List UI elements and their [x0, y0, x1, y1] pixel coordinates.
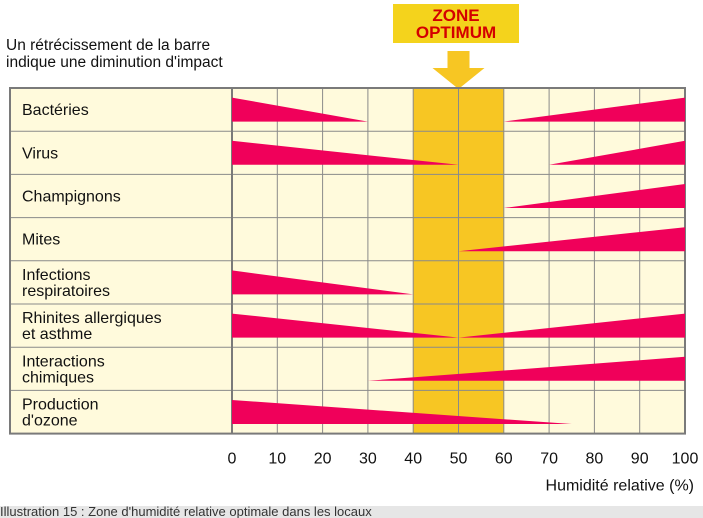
category-label: Rhinites allergiques et asthme	[22, 310, 162, 343]
category-label: Bactéries	[22, 102, 89, 119]
chart-border	[9, 87, 686, 435]
category-label: Mites	[22, 232, 60, 249]
category-label-line: chimiques	[22, 369, 94, 386]
x-tick-label: 20	[314, 451, 332, 468]
x-tick-label: 30	[359, 451, 377, 468]
impact-bar-high-humidity	[367, 356, 685, 381]
category-label-line: Mites	[22, 232, 60, 249]
category-label-line: Production	[22, 397, 99, 414]
humidity-impact-chart: Bactéries Virus Champignons Mites Infections…	[9, 51, 699, 495]
x-tick-label: 50	[450, 451, 468, 468]
x-axis-label: Humidité relative (%)	[546, 478, 694, 495]
x-tick-label: 10	[268, 451, 286, 468]
category-label: Infections respiratoires	[22, 267, 110, 300]
impact-bar-low-humidity	[232, 140, 459, 165]
optimum-arrow-icon	[432, 51, 485, 89]
x-tick-label: 70	[540, 451, 558, 468]
category-label-line: Virus	[22, 145, 58, 162]
category-label: Champignons	[22, 189, 121, 206]
x-tick-label: 40	[404, 451, 422, 468]
impact-bar-low-humidity	[232, 400, 572, 424]
x-tick-label: 80	[586, 451, 604, 468]
category-label-line: et asthme	[22, 326, 92, 343]
category-label-line: Rhinites allergiques	[22, 310, 162, 327]
category-label: Production d'ozone	[22, 397, 99, 430]
category-label-line: respiratoires	[22, 283, 110, 300]
impact-bar-high-humidity	[503, 97, 685, 122]
x-tick-label: 0	[228, 451, 237, 468]
chart-note-line-1: Un rétrécissement de la barre	[6, 37, 211, 54]
impact-bar-high-humidity	[458, 313, 685, 338]
impact-bar-low-humidity	[232, 270, 414, 295]
category-label-line: d'ozone	[22, 413, 78, 430]
impact-bar-low-humidity	[232, 313, 459, 338]
optimum-zone-title: ZONE OPTIMUM	[393, 4, 519, 43]
category-label-line: Bactéries	[22, 102, 89, 119]
category-label-line: Infections	[22, 267, 90, 284]
impact-bar-low-humidity	[232, 97, 368, 122]
optimum-zone-title-line-1: ZONE	[432, 6, 480, 25]
category-label-line: Interactions	[22, 353, 105, 370]
chart-note-line-2: indique une diminution d'impact	[6, 54, 223, 71]
impact-bar-high-humidity	[503, 184, 685, 208]
impact-bar-high-humidity	[549, 140, 685, 165]
category-label: Interactions chimiques	[22, 353, 105, 386]
optimum-zone-title-line-2: OPTIMUM	[415, 23, 497, 42]
x-tick-label: 100	[672, 451, 699, 468]
category-label: Virus	[22, 145, 58, 162]
x-tick-label: 90	[631, 451, 649, 468]
x-tick-label: 60	[495, 451, 513, 468]
figure-caption: Illustration 15 : Zone d'humidité relati…	[0, 506, 703, 518]
category-label-line: Champignons	[22, 189, 121, 206]
chart-note: Un rétrécissement de la barre indique un…	[6, 37, 223, 71]
impact-bar-high-humidity	[458, 227, 685, 252]
